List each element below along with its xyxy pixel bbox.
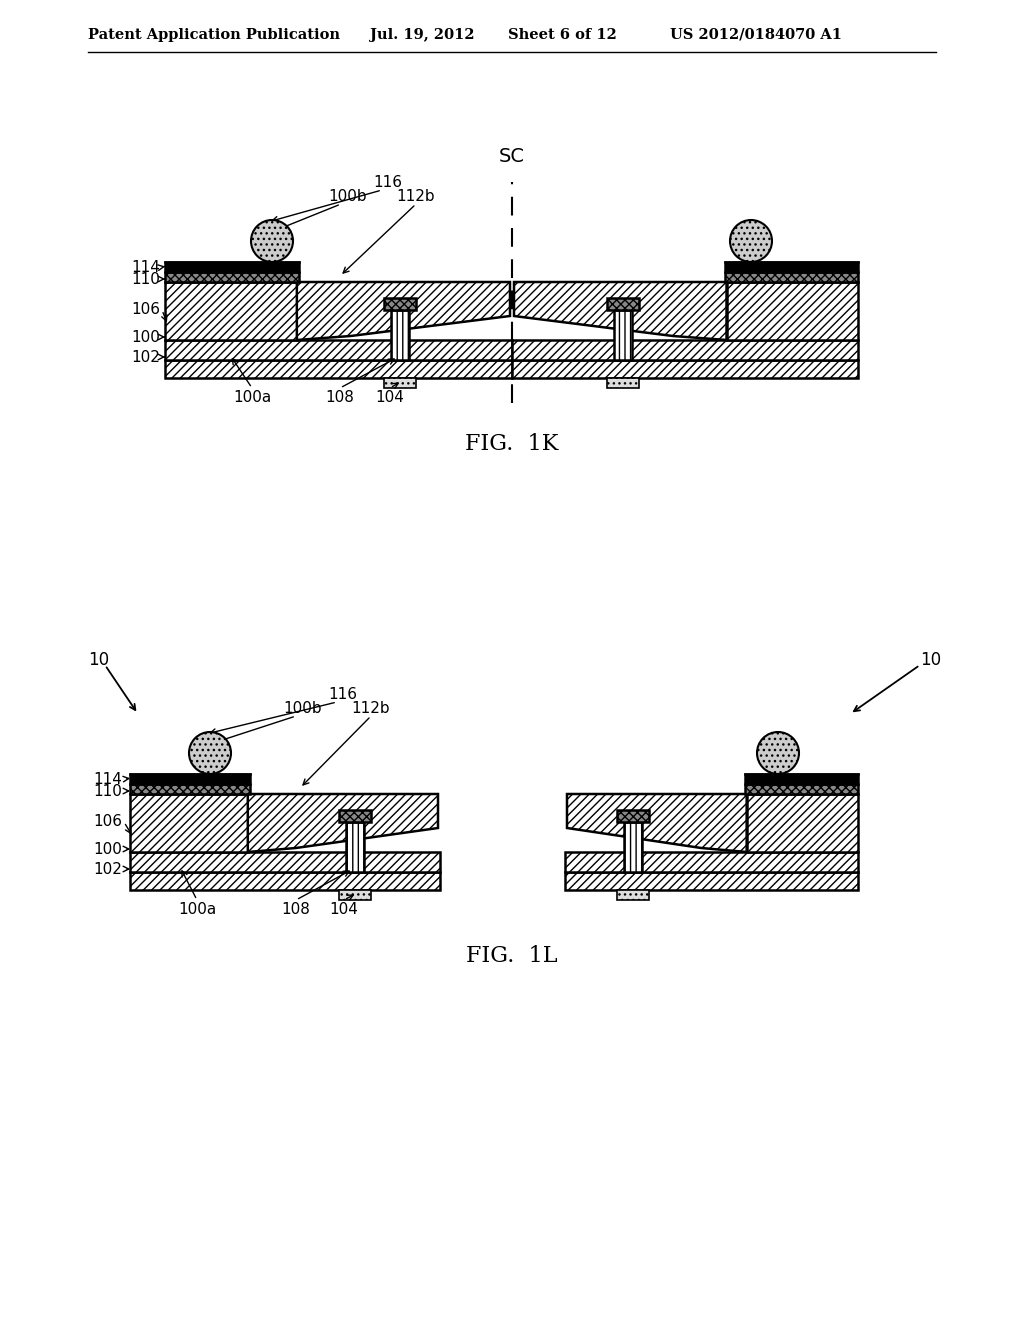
Bar	[744, 774, 858, 784]
Bar	[130, 795, 248, 851]
Text: 100: 100	[131, 330, 160, 345]
Text: 112b: 112b	[351, 701, 390, 715]
Bar	[384, 378, 416, 388]
Text: 104: 104	[330, 902, 358, 917]
Bar	[130, 784, 250, 795]
Bar	[165, 360, 512, 378]
Text: FIG.  1K: FIG. 1K	[465, 433, 559, 455]
Text: 106: 106	[93, 814, 122, 829]
Text: 116: 116	[329, 686, 357, 702]
Polygon shape	[248, 795, 438, 851]
Bar	[339, 810, 371, 822]
Bar	[384, 298, 416, 310]
Bar	[512, 360, 858, 378]
Text: 102: 102	[93, 862, 122, 876]
Bar	[165, 272, 299, 282]
Bar	[744, 784, 858, 795]
Bar	[607, 298, 639, 310]
Bar	[512, 341, 858, 360]
Bar	[617, 810, 649, 822]
Circle shape	[189, 733, 231, 774]
Text: 114: 114	[93, 771, 122, 787]
Text: US 2012/0184070 A1: US 2012/0184070 A1	[670, 28, 842, 42]
Text: 116: 116	[374, 176, 402, 190]
Text: 114: 114	[131, 260, 160, 275]
Text: 100: 100	[93, 842, 122, 857]
Bar	[130, 851, 440, 873]
Bar	[614, 310, 632, 360]
Bar	[725, 272, 858, 282]
Text: 10: 10	[920, 651, 941, 669]
Text: 100a: 100a	[232, 389, 271, 405]
Bar	[565, 873, 858, 890]
Polygon shape	[297, 282, 510, 341]
Text: 102: 102	[131, 350, 160, 364]
Bar	[391, 310, 409, 360]
Text: 112b: 112b	[396, 189, 435, 205]
Text: Sheet 6 of 12: Sheet 6 of 12	[508, 28, 616, 42]
Bar	[339, 890, 371, 900]
Text: 108: 108	[282, 902, 310, 917]
Text: 100b: 100b	[329, 189, 368, 205]
Text: FIG.  1L: FIG. 1L	[466, 945, 558, 968]
Bar	[726, 282, 858, 341]
Text: Patent Application Publication: Patent Application Publication	[88, 28, 340, 42]
Bar	[624, 822, 642, 873]
Bar	[165, 261, 299, 272]
Text: 10: 10	[88, 651, 110, 669]
Polygon shape	[567, 795, 746, 851]
Bar	[617, 890, 649, 900]
Text: Jul. 19, 2012: Jul. 19, 2012	[370, 28, 475, 42]
Polygon shape	[514, 282, 726, 341]
Text: 106: 106	[131, 302, 160, 318]
Bar	[130, 873, 440, 890]
Bar	[565, 851, 858, 873]
Bar	[165, 282, 297, 341]
Text: 100a: 100a	[178, 902, 216, 917]
Text: 104: 104	[376, 389, 404, 405]
Circle shape	[757, 733, 799, 774]
Bar	[130, 774, 250, 784]
Text: SC: SC	[499, 147, 525, 166]
Text: 108: 108	[326, 389, 354, 405]
Bar	[725, 261, 858, 272]
Text: 110: 110	[131, 272, 160, 286]
Bar	[746, 795, 858, 851]
Circle shape	[730, 220, 772, 261]
Text: 100b: 100b	[284, 701, 323, 715]
Circle shape	[251, 220, 293, 261]
Bar	[607, 378, 639, 388]
Bar	[346, 822, 364, 873]
Bar	[165, 341, 512, 360]
Text: 110: 110	[93, 784, 122, 799]
